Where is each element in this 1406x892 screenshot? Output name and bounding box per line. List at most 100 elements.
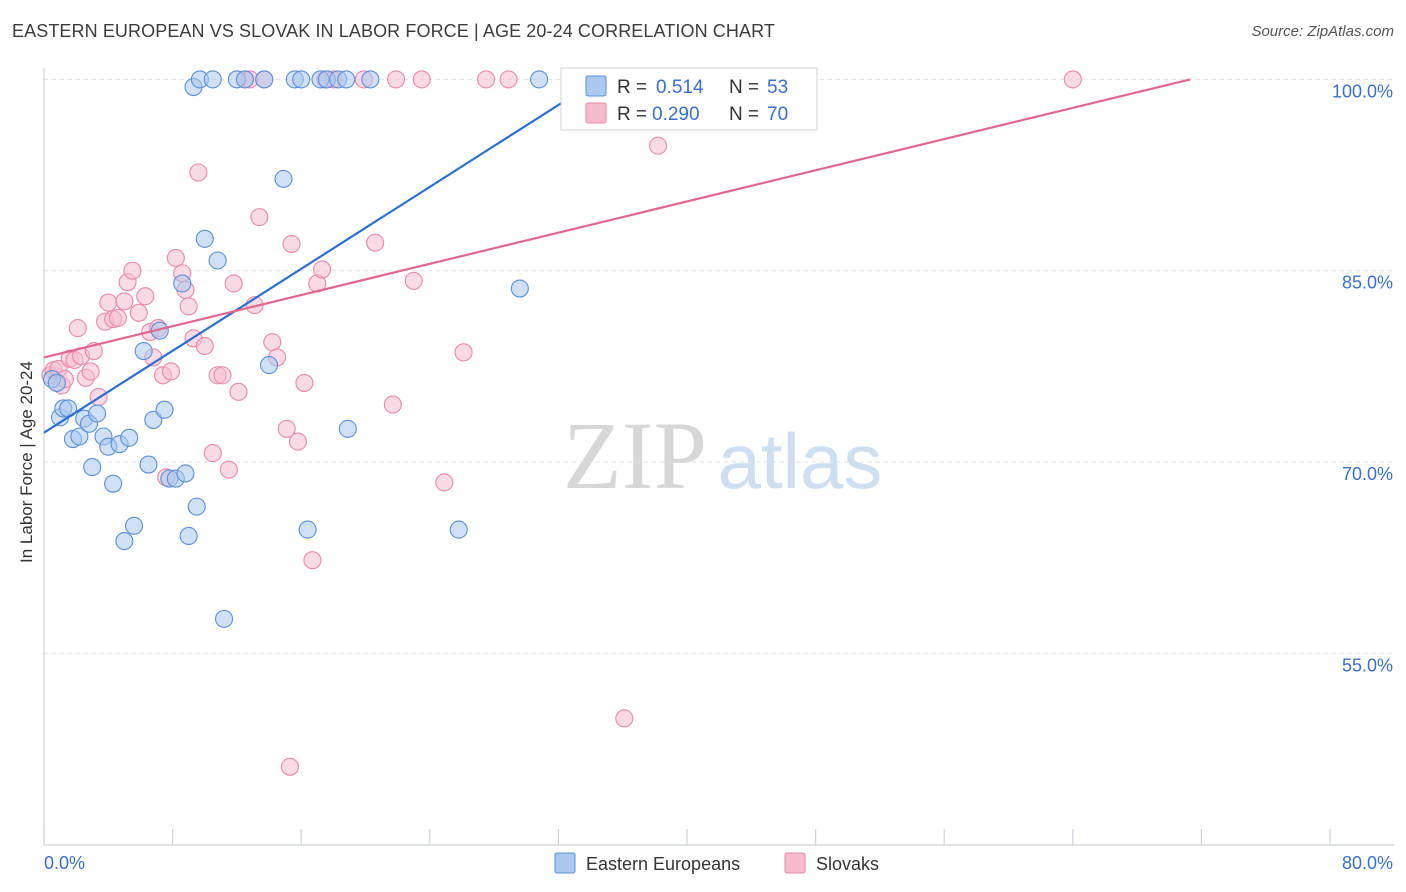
blue-point-29 [187, 497, 206, 516]
pink-point-63 [435, 473, 454, 492]
pink-point-59 [383, 395, 402, 414]
trend-lines [43, 78, 1191, 434]
pink-point-62 [412, 70, 431, 89]
stats-r-value-blue: 0.514 [656, 77, 704, 98]
blue-point-48 [361, 70, 380, 89]
gridlines [44, 78, 1394, 654]
blue-point-10 [87, 404, 107, 423]
blue-point-51 [530, 70, 549, 89]
blue-point-38 [259, 356, 279, 375]
stats-n-value-blue: 53 [767, 77, 788, 98]
pink-point-65 [477, 70, 496, 89]
pink-point-44 [250, 208, 269, 227]
pink-point-14 [99, 293, 118, 312]
pink-point-70 [280, 757, 299, 776]
pink-point-67 [615, 709, 634, 728]
blue-point-47 [338, 419, 357, 438]
legend-swatch-slovaks[interactable] [784, 852, 806, 874]
pink-point-27 [161, 362, 181, 381]
pink-point-21 [136, 287, 155, 306]
pink-point-28 [166, 248, 185, 267]
pink-point-17 [115, 292, 134, 311]
pink-point-16 [108, 308, 127, 327]
blue-point-20 [144, 410, 163, 429]
stats-r-value-pink: 0.290 [652, 104, 700, 125]
watermark: ZIP atlas [563, 402, 882, 509]
blue-point-1 [47, 373, 66, 392]
pink-point-68 [649, 136, 668, 155]
stats-n-label-blue: N = [729, 77, 759, 98]
blue-point-42 [298, 520, 317, 539]
pink-point-10 [81, 362, 100, 381]
pink-point-39 [224, 274, 243, 293]
watermark-atlas: atlas [718, 417, 883, 505]
pink-point-58 [366, 233, 385, 252]
tick-labels: 55.0% 70.0% 85.0% 100.0% 0.0% 80.0% [44, 81, 1393, 873]
pink-point-7 [68, 319, 87, 338]
pink-point-51 [295, 373, 314, 392]
blue-point-18 [134, 341, 153, 361]
x-tick-label-0: 0.0% [44, 853, 85, 873]
blue-point-25 [173, 274, 192, 293]
blue-point-37 [255, 70, 274, 89]
blue-point-17 [124, 516, 144, 535]
pink-point-37 [213, 366, 232, 385]
blue-point-27 [179, 526, 198, 546]
x-tick-label-1: 80.0% [1342, 853, 1393, 873]
stats-r-label-pink: R = [617, 104, 647, 125]
y-tick-label-0: 55.0% [1342, 655, 1393, 675]
pink-point-19 [123, 261, 142, 280]
stats-swatch-pink [585, 102, 607, 124]
blue-point-34 [214, 609, 234, 628]
stats-r-label-blue: R = [617, 77, 647, 98]
legend-label-slovaks[interactable]: Slovaks [816, 854, 879, 874]
blue-point-31 [195, 229, 214, 248]
pink-point-54 [313, 260, 332, 279]
blue-point-33 [208, 251, 227, 270]
blue-point-50 [510, 279, 529, 298]
legend-label-eastern-europeans[interactable]: Eastern Europeans [586, 854, 740, 874]
blue-point-36 [235, 70, 254, 89]
blue-point-41 [292, 70, 311, 89]
pink-point-46 [263, 333, 282, 352]
legend-swatch-eastern-europeans[interactable] [554, 852, 576, 874]
pink-point-60 [386, 70, 406, 89]
pink-point-69 [1063, 70, 1082, 89]
pink-point-66 [499, 70, 518, 89]
slovaks-points [41, 70, 1082, 776]
stats-n-value-pink: 70 [767, 104, 788, 125]
pink-trend-line [43, 78, 1191, 359]
pink-point-52 [303, 551, 322, 570]
pink-point-31 [179, 297, 198, 316]
blue-point-9 [83, 458, 102, 477]
pink-point-64 [454, 343, 473, 362]
pink-point-38 [219, 460, 238, 479]
chart-title: EASTERN EUROPEAN VS SLOVAK IN LABOR FORC… [12, 21, 775, 41]
pink-point-61 [404, 271, 423, 290]
pink-point-49 [282, 234, 301, 253]
y-tick-label-2: 85.0% [1342, 273, 1393, 293]
stats-swatch-blue [585, 75, 607, 97]
blue-point-16 [120, 428, 139, 447]
blue-point-13 [104, 474, 123, 493]
eastern-europeans-points [42, 70, 795, 628]
blue-point-26 [176, 464, 195, 483]
pink-point-50 [288, 432, 308, 451]
pink-point-20 [129, 303, 148, 322]
stats-legend-box: R = 0.514 N = 53 R = 0.290 N = 70 [560, 67, 818, 131]
stats-n-label-pink: N = [729, 104, 759, 125]
blue-point-19 [139, 455, 158, 474]
pink-point-33 [189, 163, 208, 182]
blue-point-22 [155, 400, 174, 419]
pink-point-34 [195, 336, 214, 355]
axes [43, 68, 1394, 846]
blue-point-6 [70, 427, 89, 446]
blue-point-15 [115, 532, 134, 551]
bottom-legend: Eastern Europeans Slovaks [554, 852, 879, 874]
source-credit: Source: ZipAtlas.com [1251, 23, 1394, 40]
pink-point-48 [277, 419, 296, 438]
blue-point-39 [274, 169, 293, 188]
pink-point-40 [229, 382, 248, 401]
pink-point-35 [203, 444, 222, 463]
